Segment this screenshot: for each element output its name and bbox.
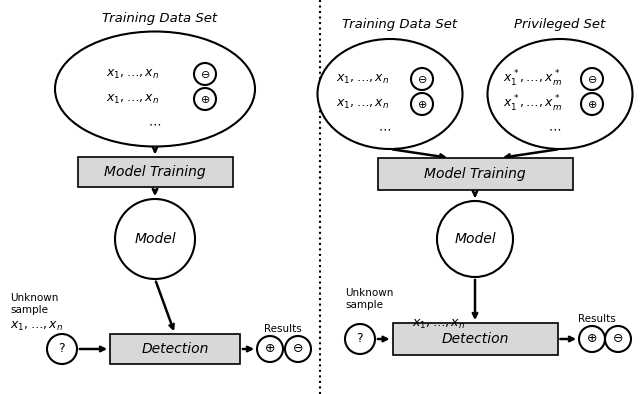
Text: Training Data Set: Training Data Set [342, 17, 458, 30]
Circle shape [605, 326, 631, 352]
Ellipse shape [115, 199, 195, 279]
Text: $x_1,\ldots,x_n$: $x_1,\ldots,x_n$ [337, 72, 390, 85]
Text: Privileged Set: Privileged Set [515, 17, 605, 30]
Text: Detection: Detection [141, 342, 209, 356]
Text: $x_1^*,\ldots,x_m^*$: $x_1^*,\ldots,x_m^*$ [504, 69, 563, 89]
Text: $x_1,\ldots,x_n$: $x_1,\ldots,x_n$ [337, 97, 390, 111]
FancyBboxPatch shape [392, 323, 557, 355]
Text: $x_1^*,\ldots,x_m^*$: $x_1^*,\ldots,x_m^*$ [504, 94, 563, 114]
Circle shape [411, 93, 433, 115]
FancyBboxPatch shape [77, 157, 232, 187]
Text: $x_1,\ldots,x_n$: $x_1,\ldots,x_n$ [412, 318, 465, 331]
FancyBboxPatch shape [110, 334, 240, 364]
Circle shape [581, 93, 603, 115]
Text: $\oplus$: $\oplus$ [417, 98, 427, 110]
Circle shape [285, 336, 311, 362]
Text: $\oplus$: $\oplus$ [586, 333, 598, 346]
Text: $\ominus$: $\ominus$ [417, 74, 427, 84]
Circle shape [257, 336, 283, 362]
Text: Model: Model [134, 232, 176, 246]
Text: $\oplus$: $\oplus$ [200, 93, 210, 104]
Text: Model Training: Model Training [104, 165, 206, 179]
Text: $\ominus$: $\ominus$ [200, 69, 210, 80]
Text: $x_1,\ldots,x_n$: $x_1,\ldots,x_n$ [106, 93, 159, 106]
Ellipse shape [317, 39, 463, 149]
Text: Results: Results [578, 314, 616, 324]
Text: $?$: $?$ [58, 342, 66, 355]
Text: $\cdots$: $\cdots$ [148, 117, 161, 130]
Text: Model: Model [454, 232, 496, 246]
Circle shape [581, 68, 603, 90]
Ellipse shape [437, 201, 513, 277]
Text: Unknown
sample: Unknown sample [10, 293, 58, 315]
Text: $?$: $?$ [356, 333, 364, 346]
Text: $x_1,\ldots,x_n$: $x_1,\ldots,x_n$ [106, 67, 159, 80]
Circle shape [345, 324, 375, 354]
Text: Unknown
sample: Unknown sample [345, 288, 394, 310]
Text: Training Data Set: Training Data Set [102, 11, 218, 24]
Circle shape [47, 334, 77, 364]
Text: $x_1,\ldots,x_n$: $x_1,\ldots,x_n$ [10, 320, 63, 333]
Text: Model Training: Model Training [424, 167, 526, 181]
Circle shape [411, 68, 433, 90]
Text: $\oplus$: $\oplus$ [264, 342, 276, 355]
Circle shape [194, 88, 216, 110]
Text: $\cdots$: $\cdots$ [378, 123, 392, 136]
Text: $\ominus$: $\ominus$ [292, 342, 303, 355]
Text: Results: Results [264, 324, 302, 334]
Text: $\cdots$: $\cdots$ [548, 123, 561, 136]
Circle shape [194, 63, 216, 85]
FancyBboxPatch shape [378, 158, 573, 190]
Ellipse shape [488, 39, 632, 149]
Circle shape [579, 326, 605, 352]
Text: Detection: Detection [442, 332, 509, 346]
Text: $\ominus$: $\ominus$ [587, 74, 597, 84]
Text: $\oplus$: $\oplus$ [587, 98, 597, 110]
Ellipse shape [55, 32, 255, 147]
Text: $\ominus$: $\ominus$ [612, 333, 623, 346]
